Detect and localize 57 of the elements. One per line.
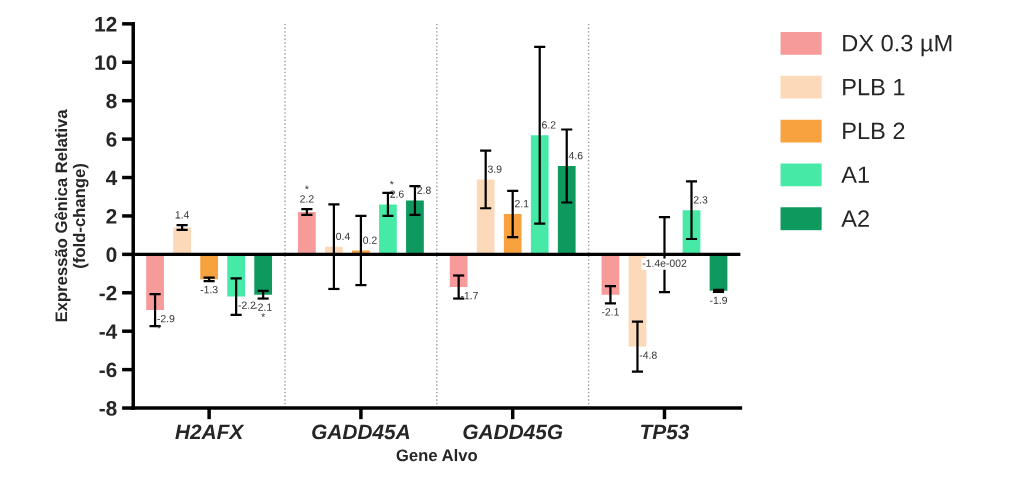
y-tick-label: -8: [99, 401, 117, 416]
data-label: * 2.6: [389, 180, 404, 198]
data-label: * 2.2: [300, 185, 314, 203]
x-tick-label: GADD45G: [463, 424, 563, 440]
data-label: -2.1: [601, 308, 619, 316]
x-axis-title: Gene Alvo: [396, 448, 478, 462]
x-tick-label: TP53: [641, 424, 690, 440]
bar: [379, 204, 397, 255]
data-label: 6.2: [542, 121, 556, 129]
x-tick-label: H2AFX: [175, 424, 245, 440]
y-tick-label: 6: [106, 132, 117, 147]
legend-label: PLB 2: [843, 122, 905, 140]
bar: [601, 254, 620, 295]
data-label: -2.2: [238, 301, 256, 309]
data-label: 0.4: [336, 232, 350, 241]
y-tick-label: 10: [95, 55, 117, 71]
data-label: -1.3: [200, 285, 218, 294]
y-axis-title: Expressão Gênica Relativa (fold-change): [54, 109, 89, 322]
data-label: -2.1 *: [254, 303, 272, 317]
y-tick-label: 0: [106, 247, 117, 263]
data-label: 0.2: [363, 236, 377, 244]
y-tick-label: -6: [99, 362, 117, 378]
y-tick-label: 12: [95, 16, 117, 32]
data-label: -4.8: [639, 351, 657, 359]
data-label: 2.3: [693, 196, 708, 204]
bar: [227, 254, 246, 297]
data-label: -1.7: [460, 292, 478, 300]
bar: [449, 254, 468, 288]
bar: [146, 254, 164, 311]
data-label: 4.6: [568, 151, 583, 160]
y-tick-label: 4: [105, 170, 118, 186]
data-label: -1.4e-002: [642, 259, 687, 267]
bar: [476, 179, 495, 255]
bar: [406, 200, 424, 255]
data-label: -1.9: [710, 296, 727, 305]
y-tick-label: -2: [99, 285, 117, 301]
y-tick-label: 8: [106, 93, 117, 109]
bar: [557, 166, 576, 255]
bar: [254, 254, 273, 295]
bar: [709, 254, 728, 291]
legend-label: A2: [841, 210, 869, 227]
legend-label: DX 0.3 µM: [843, 34, 952, 57]
y-tick-label: -4: [99, 324, 118, 339]
data-label: 2.1: [515, 199, 529, 208]
data-label: 2.8: [417, 186, 431, 194]
data-label: -2.9 *: [157, 314, 175, 329]
x-tick-label: GADD45A: [312, 424, 410, 440]
bar: [530, 135, 549, 255]
bar: [503, 214, 522, 255]
legend-label: PLB 1: [843, 78, 905, 96]
bar: [173, 227, 191, 255]
bar: [297, 212, 316, 255]
data-label: 1.4: [175, 211, 190, 219]
data-label: 3.9: [487, 165, 502, 173]
y-tick-label: 2: [106, 208, 117, 224]
legend-label: A1: [841, 166, 869, 183]
bar: [200, 254, 218, 280]
